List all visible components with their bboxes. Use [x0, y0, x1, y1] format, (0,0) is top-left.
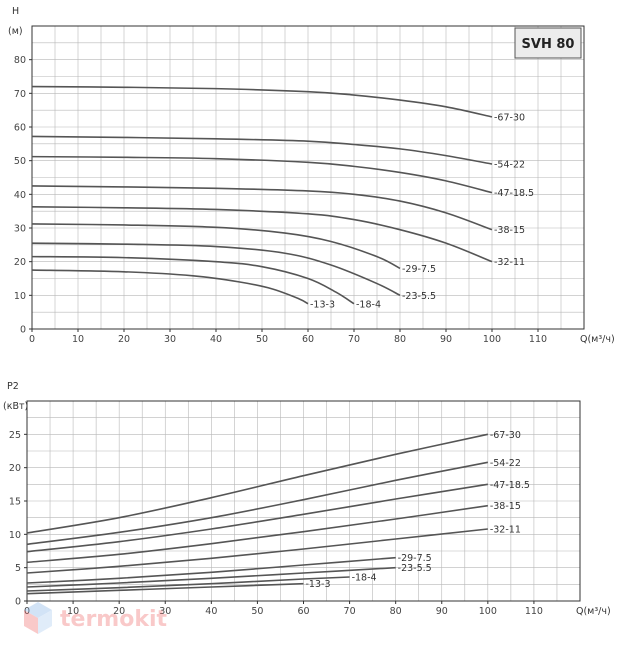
- x-tick-label: 100: [483, 334, 501, 345]
- series-line-38-15: [26, 504, 488, 564]
- x-axis-label: Q(м³/ч): [576, 606, 611, 617]
- series-line-13-3: [31, 269, 309, 305]
- x-tick-label: 0: [29, 334, 35, 345]
- model-title-frame: [514, 27, 582, 59]
- y-axis-label: P2: [7, 381, 19, 392]
- series-line-29-7.5: [26, 556, 396, 584]
- y-tick-label: 10: [9, 530, 21, 541]
- y-tick-label: 60: [14, 123, 26, 134]
- series-label-18-4: -18-4: [356, 299, 381, 310]
- model-title: SVH 80: [522, 37, 575, 52]
- watermark: termokit: [24, 602, 167, 634]
- y-axis-unit: (м): [8, 26, 23, 37]
- series-label-38-15: -38-15: [494, 225, 525, 236]
- x-tick-label: 80: [394, 334, 406, 345]
- x-tick-label: 20: [113, 606, 125, 617]
- y-tick-label: 30: [14, 224, 26, 235]
- series-label-23-5.5: -23-5.5: [398, 563, 432, 574]
- series-line-23-5.5: [26, 566, 396, 588]
- y-tick-label: 20: [9, 463, 21, 474]
- y-tick-label: 80: [14, 55, 26, 66]
- x-tick-label: 80: [390, 606, 402, 617]
- x-tick-label: 0: [24, 606, 30, 617]
- series-line-32-11: [26, 528, 488, 574]
- series-line-23-5.5: [31, 242, 401, 297]
- series-label-54-22: -54-22: [494, 160, 525, 171]
- x-tick-label: 70: [344, 606, 356, 617]
- x-tick-label: 10: [72, 334, 84, 345]
- x-tick-label: 40: [210, 334, 222, 345]
- series-line-29-7.5: [31, 223, 401, 270]
- x-tick-label: 60: [297, 606, 309, 617]
- y-tick-label: 20: [14, 257, 26, 268]
- y-tick-label: 70: [14, 89, 26, 100]
- series-line-67-30: [26, 433, 489, 534]
- y-tick-label: 10: [14, 291, 26, 302]
- series-line-67-30: [31, 85, 493, 118]
- series-label-67-30: -67-30: [490, 430, 521, 441]
- x-tick-label: 110: [529, 334, 547, 345]
- power-flow-chart: 0 10 20 30 40 50 60 70 80 90 100 110 0 5 10 15 20 25 Q(м³/…: [3, 381, 611, 617]
- watermark-text: termokit: [60, 607, 167, 632]
- y-tick-label: 40: [14, 190, 26, 201]
- head-flow-chart: 0 10 20 30 40 50 60 70 80 90 100 110 0 10 20 30 40 50 60 70…: [8, 6, 615, 345]
- series-line-32-11: [31, 205, 493, 263]
- series-label-32-11: -32-11: [494, 257, 525, 268]
- x-tick-label: 20: [118, 334, 130, 345]
- series-line-18-4: [26, 576, 350, 592]
- x-tick-label: 50: [251, 606, 263, 617]
- series-line-54-22: [31, 135, 493, 165]
- series-line-18-4: [31, 255, 355, 305]
- series-label-23-5.5: -23-5.5: [402, 291, 436, 302]
- series-line-38-15: [31, 185, 493, 231]
- cube-logo-icon: [24, 602, 52, 634]
- x-tick-label: 60: [302, 334, 314, 345]
- model-title-box: SVH 80: [514, 27, 582, 59]
- series-label-32-11: -32-11: [490, 525, 521, 536]
- x-tick-label: 50: [256, 334, 268, 345]
- x-tick-label: 90: [436, 606, 448, 617]
- x-tick-label: 110: [525, 606, 543, 617]
- x-axis-label: Q(м³/ч): [580, 334, 615, 345]
- series-line-47-18.5: [26, 483, 488, 553]
- series-label-47-18.5: -47-18.5: [490, 480, 530, 491]
- series-line-47-18.5: [31, 155, 493, 194]
- series-label-38-15: -38-15: [490, 501, 521, 512]
- x-tick-label: 10: [67, 606, 79, 617]
- y-tick-label: 25: [9, 430, 21, 441]
- series-label-13-3: -13-3: [310, 299, 335, 310]
- series-line-54-22: [26, 461, 488, 546]
- series-label-29-7.5: -29-7.5: [402, 264, 436, 275]
- series-label-54-22: -54-22: [490, 458, 521, 469]
- y-tick-label: 0: [15, 597, 21, 608]
- x-tick-label: 30: [159, 606, 171, 617]
- series-line-13-3: [26, 582, 304, 595]
- x-tick-label: 100: [479, 606, 497, 617]
- series-label-29-7.5: -29-7.5: [398, 553, 432, 564]
- y-tick-label: 5: [15, 563, 21, 574]
- x-tick-label: 70: [348, 334, 360, 345]
- y-tick-label: 50: [14, 156, 26, 167]
- series-label-18-4: -18-4: [352, 573, 377, 584]
- series-label-13-3: -13-3: [306, 579, 331, 590]
- x-tick-label: 40: [205, 606, 217, 617]
- y-tick-label: 0: [20, 325, 26, 336]
- series-label-47-18.5: -47-18.5: [494, 188, 534, 199]
- x-tick-label: 30: [164, 334, 176, 345]
- y-tick-label: 15: [9, 497, 21, 508]
- y-axis-unit: (кВт): [3, 401, 28, 412]
- series-label-67-30: -67-30: [494, 112, 525, 123]
- x-tick-label: 90: [440, 334, 452, 345]
- y-axis-label: H: [12, 6, 19, 17]
